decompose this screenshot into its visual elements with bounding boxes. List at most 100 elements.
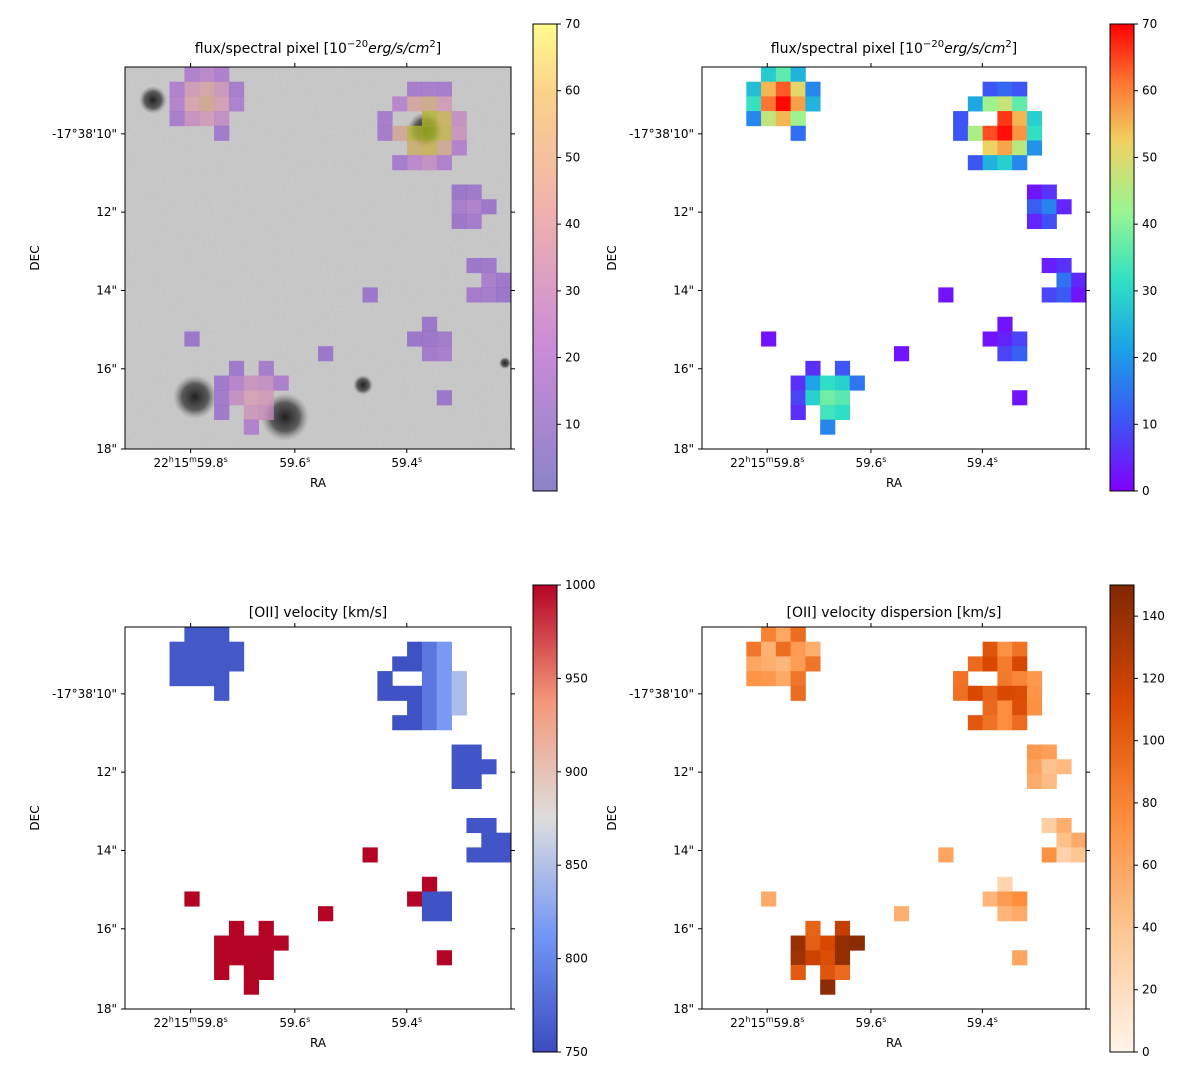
x-axis-label: RA [310,1036,327,1050]
panel-p2: flux/spectral pixel [10−20erg/s/cm2] -17°… [605,17,1157,498]
y-tick-label: 12" [673,765,694,779]
data-pixel [466,773,482,790]
data-pixel [1012,950,1028,966]
data-pixel [481,759,497,775]
data-pixel [982,891,998,907]
y-tick-label: 14" [96,843,117,857]
data-pixel [834,404,851,421]
data-pixel [746,656,762,672]
data-pixel [790,656,806,672]
colorbar-gradient [532,23,558,492]
colorbar-tick-label: 60 [1142,84,1157,98]
data-pixel [761,331,777,347]
data-pixel [392,685,408,701]
data-pixel [820,935,836,951]
data-pixel [362,847,378,863]
colorbar-tick-label: 10 [565,417,580,431]
x-axis-label: RA [886,1036,903,1050]
data-pixel [273,935,289,951]
data-pixel [451,199,467,215]
colorbar-tick-label: 40 [1142,920,1157,934]
data-pixel [1056,272,1072,288]
data-pixel [407,891,423,907]
data-pixel [790,390,806,406]
data-pixel [790,641,806,657]
data-pixel [228,390,245,406]
data-pixel [436,155,453,171]
data-pixel [805,360,821,376]
data-pixel [496,832,512,848]
data-pixel [1056,759,1072,775]
data-pixel [243,935,260,951]
data-pixel [746,81,762,97]
data-pixel [214,67,230,83]
data-pixel [407,641,423,657]
data-pixel [184,331,200,347]
data-pixel [1056,258,1072,274]
data-pixel [1041,759,1057,775]
data-pixel [214,404,230,421]
data-pixel [761,81,777,97]
data-pixel [481,199,497,215]
data-pixel [1026,773,1043,790]
data-pixel [1041,184,1057,200]
x-tick-label: 22h15m59.8s [730,1015,804,1030]
data-pixel [997,96,1013,112]
data-pixel [451,125,467,141]
data-pixel [1012,346,1028,362]
y-axis-label: DEC [28,245,42,270]
data-pixel [184,67,200,83]
data-pixel [496,272,512,288]
data-pixel [421,346,438,362]
colorbar-tick-label: 0 [1142,1045,1150,1059]
data-pixel [436,685,453,701]
data-pixel [466,199,482,215]
data-pixel [775,96,792,112]
data-pixel [997,331,1013,347]
data-pixel [258,390,274,406]
data-pixel [1056,847,1072,863]
data-pixel [775,67,792,83]
data-pixel [481,272,497,288]
y-tick-label: 12" [96,205,117,219]
data-pixel [805,656,821,672]
y-axis-label: DEC [605,245,619,270]
data-pixel [273,375,289,391]
colorbar-tick-label: 20 [1142,983,1157,997]
data-pixel [997,81,1013,97]
y-tick-label: 14" [673,283,694,297]
data-pixel [466,818,482,834]
y-tick-label: 12" [673,205,694,219]
colorbar-tick-label: 950 [565,671,588,685]
data-pixel [199,67,215,83]
data-pixel [1041,744,1057,760]
data-pixel [199,627,215,643]
data-pixel [1012,685,1028,701]
data-pixel [746,111,762,127]
data-pixel [834,390,851,406]
data-pixel [407,656,423,672]
data-pixel [1071,832,1087,848]
data-pixel [199,671,215,687]
data-pixel [392,715,408,731]
data-pixel [790,935,806,951]
galaxy-blob [499,357,511,369]
panel-title: [OII] velocity [km/s] [249,605,388,621]
data-pixel [775,641,792,657]
data-pixel [421,140,438,156]
data-pixel [761,671,777,687]
data-pixel [1056,287,1072,303]
data-pixel [421,906,438,922]
data-pixel [436,81,453,97]
data-pixel [184,656,200,672]
data-pixel [258,920,274,936]
data-pixel [834,920,851,936]
data-pixel [967,155,984,171]
data-pixel [436,950,453,966]
data-pixel [1026,700,1043,716]
data-pixel [169,81,185,97]
data-pixel [790,627,806,643]
data-pixel [451,700,467,716]
colorbar-tick-label: 30 [1142,284,1157,298]
data-pixel [1026,184,1043,200]
